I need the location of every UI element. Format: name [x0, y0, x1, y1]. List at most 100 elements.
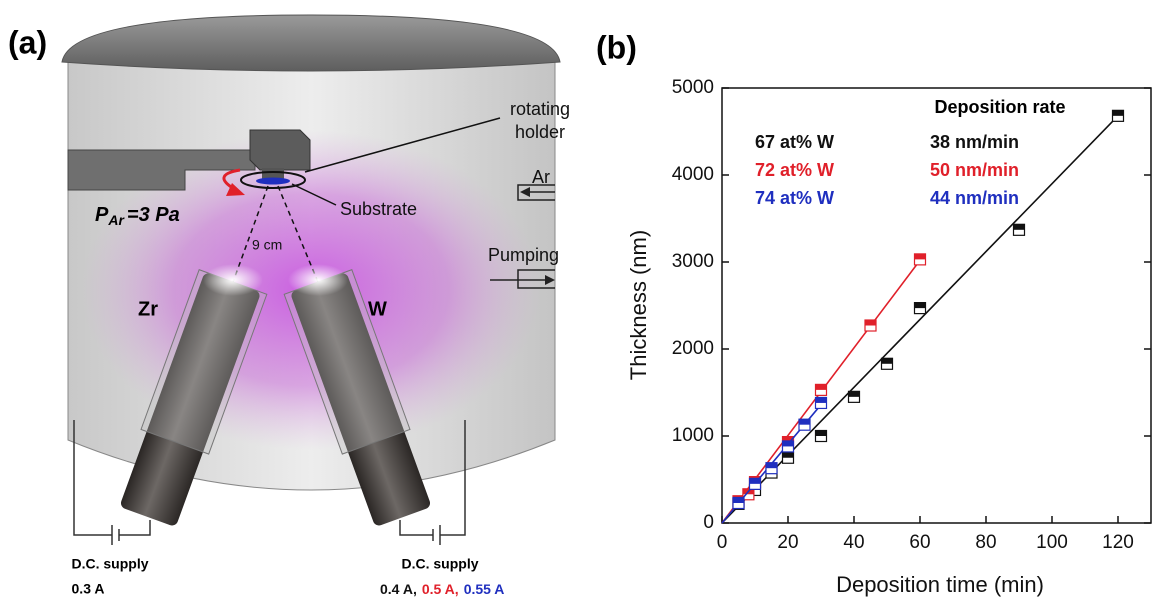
arrowhead: [545, 275, 555, 285]
marker: [781, 440, 795, 453]
marker-fill: [766, 462, 777, 469]
pump-pipe: [517, 269, 555, 289]
gun-body: [120, 273, 260, 526]
x-tick-label: 80: [975, 532, 996, 553]
panel-label: (b): [596, 29, 637, 65]
marker: [748, 477, 762, 490]
y-tick-label: 4000: [672, 164, 714, 185]
pressure-label: PAr =3 Pa: [95, 204, 180, 227]
panel-label: (a): [8, 24, 47, 60]
x-tick-label: 100: [1036, 532, 1068, 553]
marker-fill: [749, 478, 761, 484]
current-value: 0.55 A: [464, 581, 505, 597]
marker-fill: [865, 320, 876, 326]
marker: [814, 429, 828, 443]
marker: [798, 418, 811, 431]
rotation-arrowhead: [226, 183, 245, 196]
marker-fill: [815, 397, 827, 403]
marker-fill: [881, 358, 893, 364]
y-tick-label: 2000: [672, 338, 714, 359]
marker-fill: [782, 440, 794, 447]
marker: [1012, 223, 1026, 236]
legend-label: 72 at% W: [755, 160, 834, 180]
y-tick-label: 5000: [672, 77, 714, 98]
legend-label: 74 at% W: [755, 188, 834, 208]
holder-spindle: [262, 168, 284, 180]
substrate-label: Substrate: [340, 199, 417, 219]
legend-rate: 38 nm/min: [930, 132, 1019, 152]
target-glow: [203, 264, 263, 296]
supply-currents: 0.4 A, 0.5 A, 0.55 A: [380, 581, 504, 597]
marker-fill: [782, 452, 794, 458]
holder-pointer: [304, 117, 501, 173]
wire: [399, 520, 433, 536]
pressure-subscript: Ar: [107, 212, 125, 228]
marker-fill: [782, 436, 794, 443]
marker: [781, 451, 795, 464]
current-value: 0.5 A,: [422, 581, 459, 597]
supply-label: D.C. supply: [401, 556, 478, 572]
marker-fill: [1013, 224, 1025, 230]
supply-label: D.C. supply: [71, 556, 148, 572]
wire: [119, 520, 151, 536]
holder-label: rotating: [510, 99, 570, 119]
x-tick-label: 20: [777, 532, 798, 553]
substrate-pointer: [291, 183, 337, 206]
marker-fill: [815, 430, 827, 436]
marker-fill: [848, 391, 860, 397]
gun-left: [120, 269, 268, 526]
holder-block: [249, 129, 311, 171]
chamber-diagram: (a) rotating holder Ar Substrate PAr =3 P…: [8, 14, 570, 597]
x-tick-label: 40: [843, 532, 864, 553]
marker: [765, 462, 778, 475]
marker: [913, 253, 927, 266]
legend-label: 67 at% W: [755, 132, 834, 152]
marker: [814, 383, 828, 396]
marker: [814, 396, 828, 410]
supply-current: 0.3 A: [72, 581, 105, 597]
x-tick-label: 60: [909, 532, 930, 553]
y-tick-label: 0: [703, 512, 714, 533]
gun-body: [291, 273, 431, 526]
y-axis-title: Thickness (nm): [626, 230, 651, 380]
legend-rate: 50 nm/min: [930, 160, 1019, 180]
marker: [847, 390, 861, 403]
arrowhead: [520, 187, 530, 197]
wire: [440, 420, 466, 536]
substrate: [256, 177, 290, 185]
ar-pipe: [517, 184, 555, 201]
current-value: 0.4 A,: [380, 581, 417, 597]
legend-title: Deposition rate: [934, 97, 1065, 117]
distance-label: 9 cm: [252, 237, 282, 253]
marker: [732, 496, 745, 510]
holder-label: holder: [515, 122, 565, 142]
marker-fill: [799, 419, 810, 425]
pressure-symbol: P: [95, 204, 109, 226]
legend-rate: 44 nm/min: [930, 188, 1019, 208]
marker-fill: [1112, 110, 1124, 116]
x-axis-title: Deposition time (min): [836, 572, 1044, 597]
gas-label: Ar: [532, 167, 550, 187]
target-label: W: [368, 298, 387, 320]
target-glow: [288, 264, 348, 296]
pressure-value: =3 Pa: [127, 204, 180, 226]
circuits: [73, 420, 466, 545]
target-label: Zr: [138, 298, 158, 320]
y-tick-label: 1000: [672, 425, 714, 446]
chamber-lid: [61, 14, 561, 72]
marker-fill: [815, 384, 827, 390]
marker-fill: [914, 302, 926, 309]
marker-fill: [914, 253, 926, 260]
x-tick-label: 120: [1102, 532, 1134, 553]
marker-fill: [733, 497, 744, 503]
pumping-label: Pumping: [488, 245, 559, 265]
marker: [880, 357, 894, 370]
chart: (b) Deposition time (min) Thickness (nm)…: [596, 29, 1152, 597]
plot-frame: [721, 87, 1152, 524]
wire: [73, 420, 112, 536]
marker: [864, 319, 877, 332]
y-tick-label: 3000: [672, 251, 714, 272]
marker: [913, 302, 927, 315]
